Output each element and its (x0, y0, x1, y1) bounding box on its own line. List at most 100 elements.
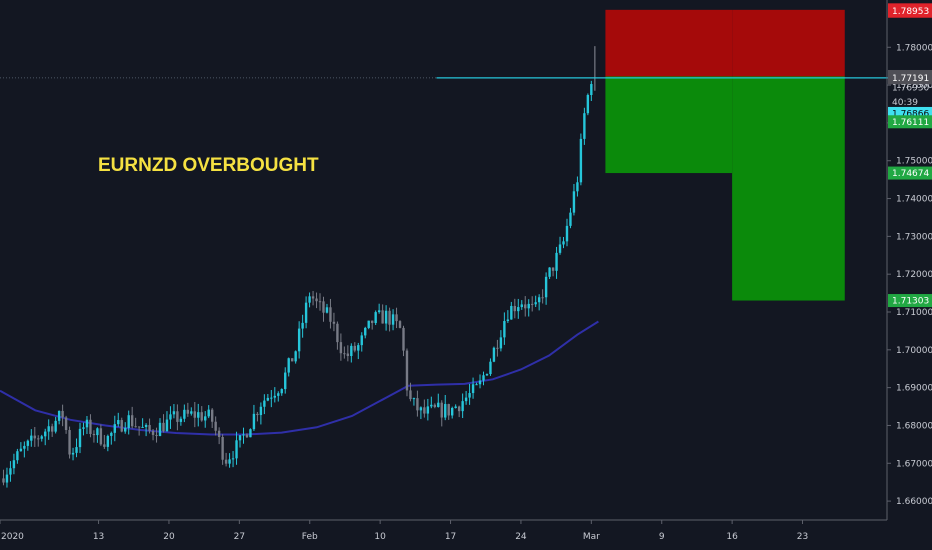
candle-body (520, 304, 523, 308)
y-tick-label: 1.77000 (896, 81, 932, 91)
x-tick-label: 2020 (1, 532, 24, 542)
candle-body (210, 409, 214, 422)
candle-body (169, 414, 172, 420)
candle-body (144, 424, 148, 427)
candle-body (124, 427, 127, 432)
price-tag: 1.74674 (888, 166, 932, 180)
candle-body (130, 415, 134, 427)
candle-body (252, 413, 256, 430)
candle-body (562, 241, 565, 245)
candle-body (120, 420, 123, 432)
candle-body (228, 459, 231, 464)
candle-body (134, 426, 137, 428)
candle-body (499, 337, 503, 349)
candle-body (207, 409, 210, 417)
candle-body (374, 312, 377, 324)
y-tick-label: 1.68000 (896, 421, 932, 431)
candle-body (179, 418, 183, 422)
candle-body (437, 402, 440, 408)
candle-body (249, 429, 252, 438)
candle-body (457, 406, 461, 412)
candle-body (325, 307, 329, 313)
candle-body (524, 304, 527, 309)
candle-body (197, 412, 200, 418)
candle-body (172, 411, 176, 415)
candle-body (517, 307, 520, 312)
candle-body (242, 434, 245, 436)
candle-body (423, 407, 426, 414)
candle-body (89, 419, 92, 434)
candles (2, 46, 596, 488)
candle-body (329, 307, 332, 322)
y-tick-label: 1.71000 (896, 308, 932, 318)
candle-body (256, 413, 259, 416)
price-tag-label: 1.74674 (892, 169, 929, 179)
candle-body (531, 303, 534, 305)
candle-body (485, 374, 489, 376)
candle-body (217, 430, 221, 438)
candle-body (576, 182, 579, 192)
candle-body (412, 398, 416, 400)
candle-body (471, 384, 475, 394)
candle-body (315, 298, 318, 302)
candle-body (468, 393, 471, 398)
candle-body (193, 411, 196, 418)
candle-body (176, 411, 179, 422)
candle-body (2, 478, 5, 483)
candle-body (308, 296, 311, 303)
candle-body (30, 435, 33, 441)
price-tag-label: 1.76866 (892, 109, 929, 119)
candle-body (304, 302, 308, 323)
y-tick-label: 1.74000 (896, 195, 932, 205)
candle-body (357, 345, 360, 351)
candle-body (190, 411, 193, 414)
x-tick-label: 10 (374, 532, 386, 542)
candle-body (590, 84, 593, 96)
chart-annotation: EURNZD OVERBOUGHT (98, 155, 319, 176)
candle-body (9, 468, 12, 475)
take-profit-zone[interactable] (605, 76, 733, 174)
stop-loss-zone[interactable] (732, 9, 845, 77)
candle-body (537, 297, 541, 303)
candle-body (496, 347, 499, 349)
candle-body (503, 321, 506, 338)
price-tag-bg (888, 166, 932, 180)
candle-body (367, 320, 370, 328)
candle-body (12, 460, 16, 469)
candle-body (277, 393, 280, 396)
stop-loss-zone[interactable] (605, 9, 733, 77)
moving-average-line (0, 320, 599, 436)
candle-body (454, 406, 457, 408)
candle-body (148, 424, 151, 431)
y-tick-label: 1.78000 (896, 43, 932, 53)
candle-body (447, 404, 450, 416)
candle-body (339, 342, 343, 354)
x-tick-label: 27 (234, 532, 245, 542)
candle-body (110, 432, 113, 436)
candle-body (489, 361, 492, 375)
candle-body (245, 434, 249, 438)
candle-body (482, 375, 485, 381)
candle-body (544, 276, 548, 298)
take-profit-zone[interactable] (732, 76, 845, 301)
candle-body (416, 398, 419, 411)
candle-body (475, 384, 478, 386)
candle-body (381, 310, 384, 324)
price-tag-label: 1.78953 (892, 7, 929, 17)
candle-body (398, 321, 402, 328)
candle-body (402, 327, 405, 351)
y-tick-label: 1.73000 (896, 232, 932, 242)
candle-body (360, 335, 363, 346)
candle-body (44, 431, 47, 437)
candle-body (461, 401, 464, 412)
candle-body (186, 409, 190, 414)
candle-body (64, 417, 68, 431)
candle-body (141, 426, 144, 428)
candle-body (426, 406, 430, 414)
candle-body (336, 323, 339, 343)
candle-body (297, 328, 301, 352)
candle-body (99, 428, 103, 445)
y-tick-label: 1.67000 (896, 459, 932, 469)
